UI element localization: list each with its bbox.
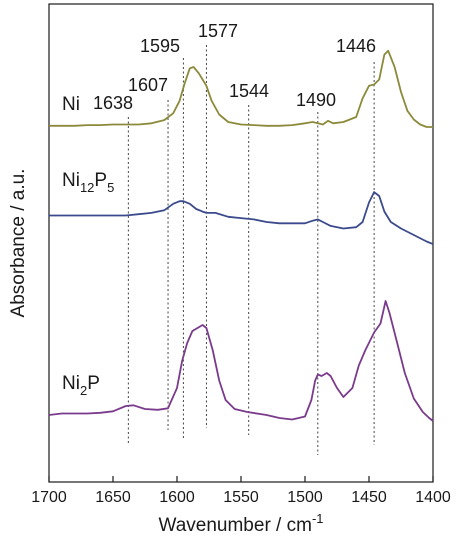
x-axis-title-superscript: -1 (312, 511, 324, 526)
x-tick-label: 1550 (223, 489, 259, 506)
series-label-subscript: 12 (80, 180, 94, 195)
x-tick-label: 1700 (31, 489, 67, 506)
series-label-element: P (87, 373, 100, 394)
x-tick-label: 1450 (351, 489, 387, 506)
peak-label: 1490 (296, 90, 336, 110)
peak-marker-lines (127, 45, 375, 455)
x-tick-label: 1650 (95, 489, 131, 506)
series-label-element: P (94, 170, 107, 191)
series-label: Ni (62, 94, 80, 115)
series-label-subscript: 2 (80, 383, 87, 398)
series-label-main: Ni (62, 373, 80, 394)
series-line (49, 191, 434, 245)
x-tick-label: 1500 (287, 489, 323, 506)
series-line (48, 300, 434, 422)
x-axis-title-text: Wavenumber / cm (158, 515, 311, 536)
peak-label: 1638 (93, 93, 133, 113)
series-label: Ni2P (62, 373, 100, 398)
peak-label: 1544 (229, 81, 269, 101)
series-line (49, 49, 433, 128)
x-axis-ticks: 1700 1650 1600 1550 1500 1450 1400 (31, 476, 451, 506)
x-tick-label: 1600 (159, 489, 195, 506)
peak-label: 1595 (140, 36, 180, 56)
series-label: Ni12P5 (62, 170, 114, 195)
x-axis-title: Wavenumber / cm-1 (158, 511, 323, 536)
series-lines (48, 49, 434, 422)
series-label-main: Ni (62, 170, 80, 191)
x-tick-label: 1400 (415, 489, 451, 506)
y-axis-title: Absorbance / a.u. (8, 169, 29, 318)
peak-label: 1446 (336, 36, 376, 56)
peak-label: 1577 (198, 21, 238, 41)
peak-label: 1607 (128, 75, 168, 95)
series-label-subscript: 5 (107, 180, 114, 195)
series-label-main: Ni (62, 94, 80, 115)
